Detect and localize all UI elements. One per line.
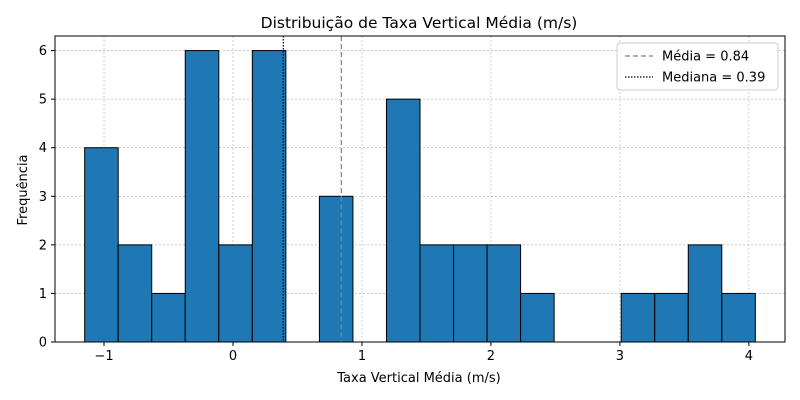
histogram-bar <box>419 244 455 343</box>
histogram-bar <box>251 50 287 343</box>
x-tick-label: 1 <box>358 349 366 364</box>
histogram-bar <box>520 292 555 343</box>
y-tick-label: 3 <box>39 190 47 205</box>
histogram-bar <box>620 292 656 343</box>
histogram-bar <box>184 50 220 343</box>
histogram-bar <box>84 147 119 343</box>
histogram-bar <box>385 98 421 343</box>
x-tick-label: 2 <box>487 349 495 364</box>
y-tick-label: 6 <box>39 44 47 59</box>
y-tick-label: 4 <box>39 141 47 156</box>
y-tick-label: 2 <box>39 238 47 253</box>
legend: Média = 0.84 Mediana = 0.39 <box>616 42 779 91</box>
histogram-bar <box>453 244 488 343</box>
x-tick-label: 4 <box>745 349 753 364</box>
chart-title: Distribuição de Taxa Vertical Média (m/s… <box>261 14 578 32</box>
legend-box <box>616 42 779 91</box>
reference-lines <box>282 36 342 342</box>
histogram-bar <box>654 292 689 343</box>
histogram-bar <box>151 292 186 343</box>
x-tick-label: −1 <box>94 349 113 364</box>
y-tick-label: 1 <box>39 287 47 302</box>
y-tick-label: 0 <box>39 336 47 351</box>
histogram-bar <box>218 244 253 343</box>
histogram-bar <box>486 244 522 343</box>
plot-frame <box>54 35 786 343</box>
legend-entry-label: Mediana = 0.39 <box>662 71 765 86</box>
histogram-bar <box>117 244 153 343</box>
y-axis-label: Frequência <box>16 154 31 225</box>
histogram-bar <box>721 292 756 343</box>
x-tick-label: 3 <box>616 349 624 364</box>
ticks-layer: −1 0 1 2 3 4 0 1 2 3 4 5 6 <box>39 44 753 364</box>
histogram-bar <box>318 195 354 343</box>
histogram-bar <box>687 244 723 343</box>
x-axis-label: Taxa Vertical Média (m/s) <box>336 371 500 386</box>
x-tick-label: 0 <box>229 349 237 364</box>
bars-layer <box>84 50 756 343</box>
legend-entry-label: Média = 0.84 <box>662 50 749 65</box>
y-tick-label: 5 <box>39 93 47 108</box>
